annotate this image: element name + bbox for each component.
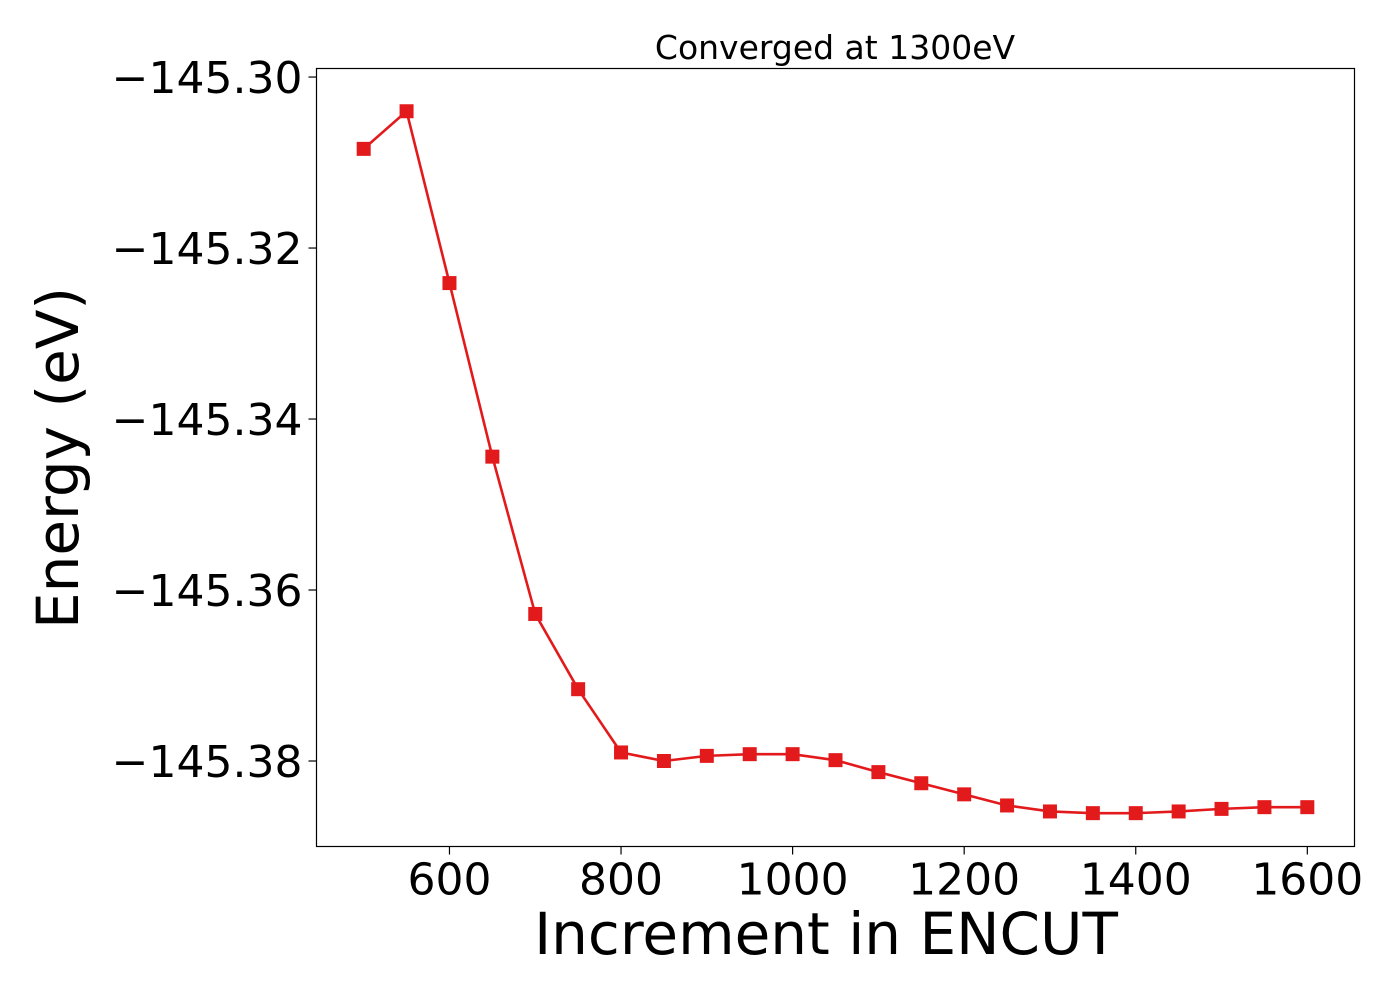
data-point xyxy=(1042,804,1057,819)
x-tick-label: 800 xyxy=(579,855,663,906)
data-point xyxy=(957,787,972,802)
data-point xyxy=(1257,800,1272,815)
data-point xyxy=(1085,806,1100,821)
data-point xyxy=(1300,800,1315,815)
data-point xyxy=(442,276,457,291)
y-axis-label: Energy (eV) xyxy=(24,287,92,629)
x-tick-label: 1000 xyxy=(737,855,849,906)
y-tick-label: −145.34 xyxy=(112,395,303,446)
data-point xyxy=(1128,806,1143,821)
data-point xyxy=(785,747,800,762)
data-point xyxy=(828,753,843,768)
x-tick-label: 1200 xyxy=(908,855,1020,906)
y-tick-label: −145.38 xyxy=(112,737,303,788)
x-tick-label: 600 xyxy=(407,855,491,906)
x-tick-label: 1600 xyxy=(1251,855,1363,906)
data-point xyxy=(614,745,629,760)
y-tick-label: −145.30 xyxy=(112,53,303,104)
plot-area xyxy=(356,104,1315,821)
plot-frame xyxy=(315,67,1356,848)
data-point xyxy=(1000,798,1015,813)
data-point xyxy=(742,747,757,762)
x-tick-label: 1400 xyxy=(1080,855,1192,906)
x-axis-label: Increment in ENCUT xyxy=(534,900,1118,968)
y-tick-label: −145.32 xyxy=(112,224,303,275)
y-axis: −145.30 −145.32 −145.34 −145.36 −145.38 xyxy=(112,53,317,788)
data-point xyxy=(699,748,714,763)
data-point xyxy=(914,776,929,791)
data-point xyxy=(571,682,586,697)
data-point xyxy=(656,754,671,769)
data-point xyxy=(1171,804,1186,819)
data-point xyxy=(356,141,371,156)
x-axis: 600 800 1000 1200 1400 1600 xyxy=(407,846,1363,906)
data-point xyxy=(399,104,414,119)
data-point xyxy=(528,606,543,621)
chart-title: Converged at 1300eV xyxy=(655,28,1016,67)
data-point xyxy=(485,449,500,464)
y-tick-label: −145.36 xyxy=(112,566,303,617)
data-point xyxy=(871,765,886,780)
data-point xyxy=(1214,801,1229,816)
